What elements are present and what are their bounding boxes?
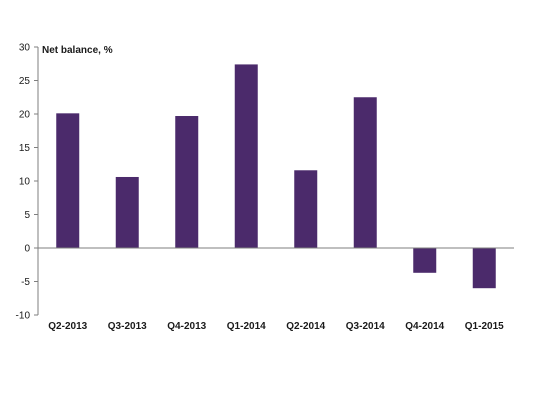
x-tick-label: Q3-2014 <box>346 321 385 332</box>
bar-q1-2015 <box>472 248 496 289</box>
x-tick-label: Q1-2015 <box>465 321 504 332</box>
bar-q2-2013 <box>56 113 80 248</box>
bar-q3-2013 <box>115 176 139 248</box>
y-tick-label: 5 <box>24 210 30 221</box>
axes-layer <box>34 46 514 316</box>
x-tick-label: Q2-2014 <box>286 321 325 332</box>
bar-q3-2014 <box>353 97 377 248</box>
y-axis-ticks: 30 25 20 15 10 5 0 -5 -10 <box>16 43 31 322</box>
y-axis-title: Net balance, % <box>42 45 113 56</box>
y-tick-label: 25 <box>19 76 31 87</box>
y-tick-label: 30 <box>19 43 31 54</box>
x-tick-label: Q4-2013 <box>167 321 206 332</box>
y-tick-label: 15 <box>19 143 31 154</box>
y-tick-label: 10 <box>19 177 31 188</box>
bar-q4-2013 <box>175 116 199 248</box>
x-tick-label: Q4-2014 <box>405 321 444 332</box>
bars-layer <box>56 64 496 289</box>
x-tick-label: Q2-2013 <box>48 321 87 332</box>
bar-q2-2014 <box>294 170 318 248</box>
bar-q4-2014 <box>413 248 437 273</box>
y-tick-label: 0 <box>24 244 30 255</box>
y-tick-label: 20 <box>19 110 31 121</box>
x-tick-label: Q3-2013 <box>108 321 147 332</box>
bar-q1-2014 <box>234 64 258 248</box>
x-tick-label: Q1-2014 <box>227 321 266 332</box>
y-tick-label: -10 <box>16 311 31 322</box>
x-axis-labels: Q2-2013 Q3-2013 Q4-2013 Q1-2014 Q2-2014 Q3-20… <box>48 321 504 332</box>
y-tick-label: -5 <box>21 277 30 288</box>
